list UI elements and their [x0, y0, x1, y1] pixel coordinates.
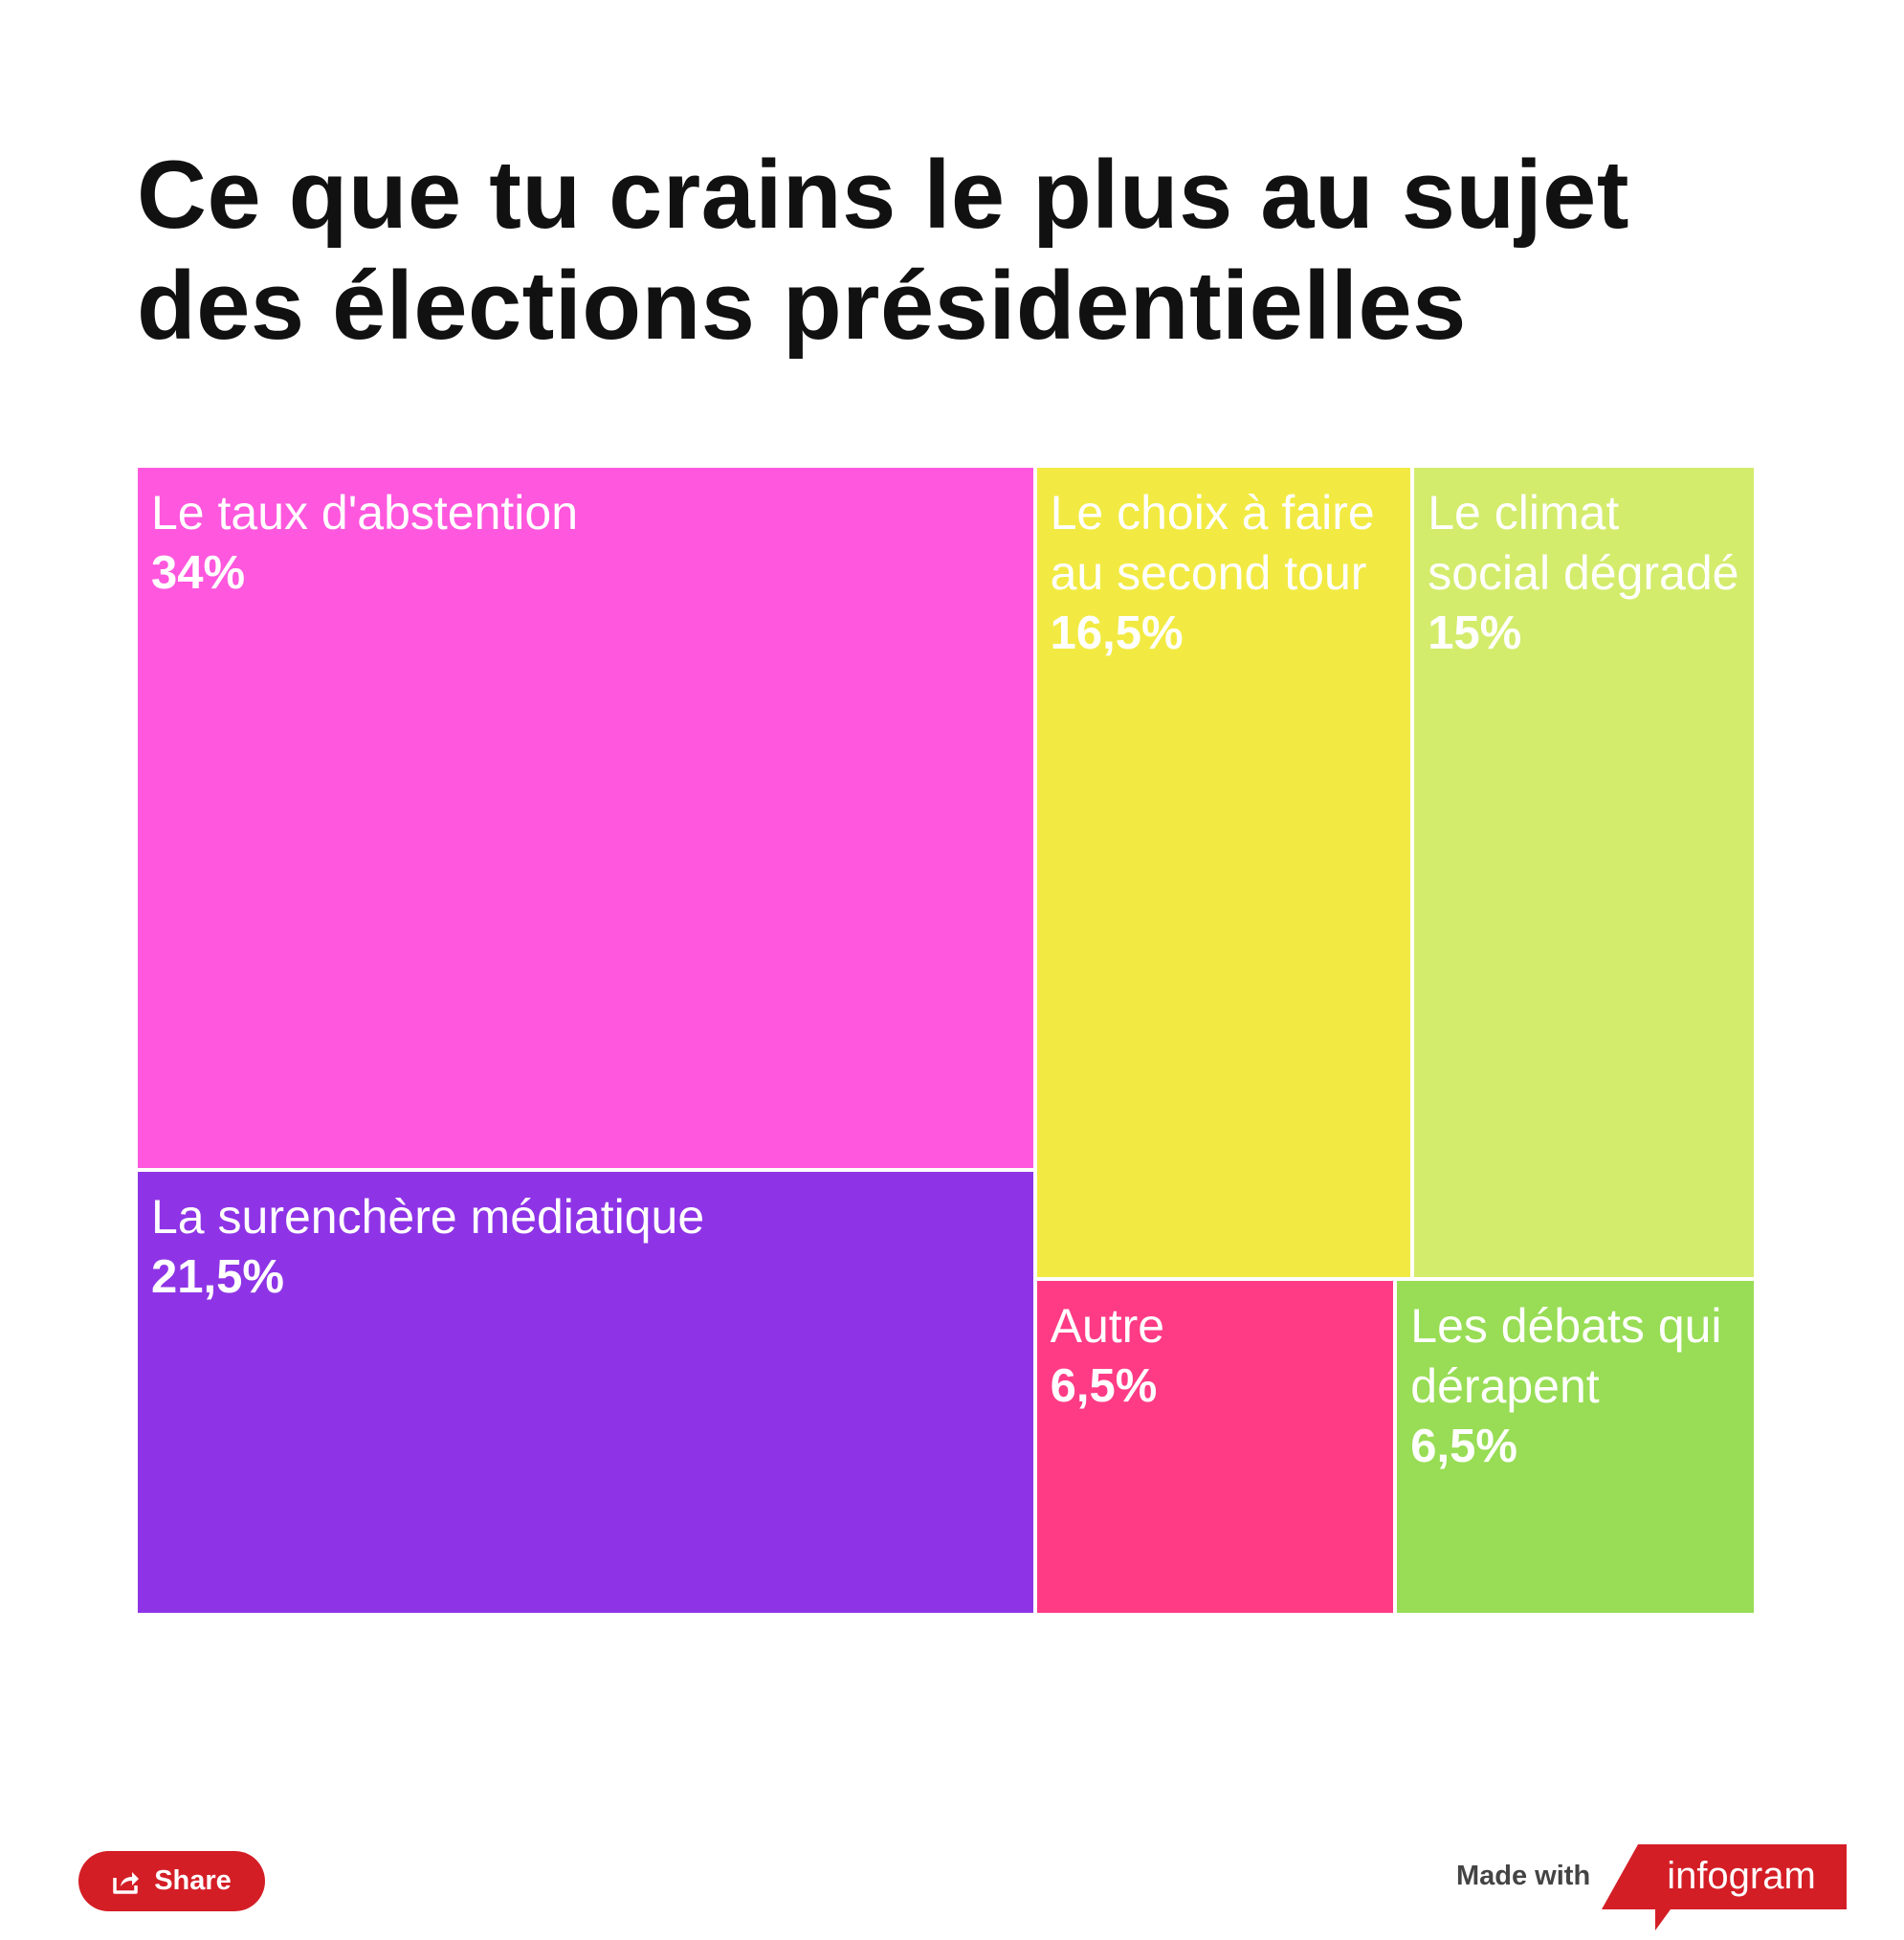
treemap-tile[interactable]: Le climat social dégradé 15% — [1412, 466, 1756, 1280]
treemap-tile[interactable]: Autre 6,5% — [1034, 1279, 1396, 1615]
treemap-tile[interactable]: Les débats qui dérapent 6,5% — [1395, 1279, 1756, 1615]
tile-label: Autre — [1050, 1299, 1165, 1354]
tile-value-label: 21,5% — [151, 1250, 284, 1303]
tile-label: Le choix à faire au second tour — [1050, 486, 1375, 600]
infogram-brand-text: infogram — [1667, 1855, 1816, 1897]
share-label: Share — [154, 1865, 232, 1896]
tile-value-label: 6,5% — [1050, 1360, 1158, 1413]
tile-value-label: 16,5% — [1050, 607, 1184, 659]
chart-title: Ce que tu crains le plus au sujet des él… — [137, 142, 1629, 360]
tile-value-label: 34% — [151, 547, 246, 599]
tile-label: Les débats qui dérapent — [1410, 1299, 1722, 1414]
tile-label: La surenchère médiatique — [151, 1189, 705, 1244]
tile-label: Le climat social dégradé — [1428, 486, 1739, 600]
treemap-tile[interactable]: La surenchère médiatique 21,5% — [136, 1169, 1035, 1615]
share-icon — [113, 1871, 140, 1894]
tile-value-label: 15% — [1428, 607, 1522, 659]
treemap-tile[interactable]: Le taux d'abstention 34% — [136, 466, 1035, 1170]
treemap-chart: Le taux d'abstention 34% La surenchère méd… — [136, 466, 1756, 1615]
made-with-text: Made with — [1456, 1861, 1591, 1891]
tile-label: Le taux d'abstention — [151, 486, 578, 540]
infogram-logo[interactable]: infogram — [1602, 1844, 1847, 1936]
tile-value-label: 6,5% — [1410, 1421, 1517, 1473]
treemap-tile[interactable]: Le choix à faire au second tour 16,5% — [1034, 466, 1413, 1280]
share-button[interactable]: Share — [78, 1851, 265, 1911]
